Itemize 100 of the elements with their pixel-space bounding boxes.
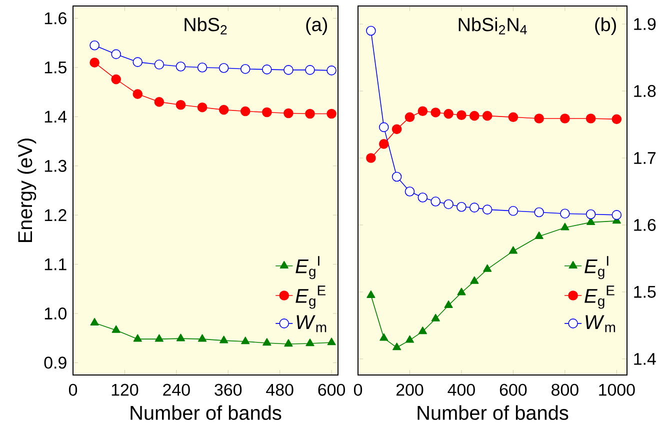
point (404, 112, 415, 122)
x-tick-label: 1000 (599, 384, 635, 396)
point (418, 326, 427, 334)
point (560, 222, 570, 230)
x-tick-label: 0 (354, 384, 362, 396)
y-tick-label: 0.9 (44, 356, 66, 369)
y2-tick-label: 1.7 (634, 152, 656, 164)
point (284, 65, 294, 75)
x-axis-title: Number of bands (130, 405, 282, 420)
point (470, 110, 480, 121)
point (90, 40, 100, 50)
annotation: (b) (595, 17, 616, 36)
x-axis-title: Number of bands (418, 405, 568, 420)
point (284, 339, 293, 347)
y2-tick-label: 1.8 (634, 85, 656, 98)
x-tick-label: 240 (163, 384, 190, 396)
point (431, 314, 440, 322)
point (133, 334, 142, 342)
point (366, 290, 376, 298)
point (262, 338, 272, 346)
point (197, 62, 208, 72)
point (392, 342, 402, 350)
point (392, 172, 402, 182)
point (405, 335, 414, 343)
point (240, 106, 250, 116)
legend-label: E$_{g}$I (296, 256, 320, 280)
x-tick-label: 400 (448, 384, 475, 396)
point (378, 122, 389, 132)
point (326, 66, 336, 76)
legend-label: W$_{m}$ (296, 315, 326, 332)
point (176, 100, 186, 110)
point (154, 334, 164, 342)
point (154, 97, 164, 107)
point (305, 65, 315, 75)
point (508, 246, 518, 254)
point (612, 114, 622, 124)
point (560, 208, 570, 218)
point (392, 124, 402, 134)
y-tick-label: 1.6 (44, 12, 66, 24)
point (418, 106, 428, 116)
point (534, 231, 544, 240)
legend-label: E$_{g}$E (584, 286, 614, 309)
y-tick-label: 1.3 (44, 160, 66, 172)
point (262, 107, 272, 118)
point (430, 196, 441, 206)
point (154, 60, 164, 70)
point (176, 334, 186, 342)
x-tick-label: 200 (396, 384, 424, 396)
point (470, 276, 479, 284)
point (306, 338, 314, 346)
x-tick-label: 0 (68, 384, 78, 396)
point (90, 318, 99, 326)
y-axis-title: Energy (eV) (18, 138, 36, 242)
y2-tick-label: 1.4 (634, 353, 656, 365)
point (262, 64, 272, 74)
point (444, 300, 453, 308)
point (534, 114, 544, 124)
x-tick-label: 480 (266, 384, 294, 396)
legend-label: E$_{g}$I (584, 256, 608, 280)
y2-tick-label: 1.9 (634, 18, 656, 30)
point (366, 26, 376, 36)
point (132, 89, 143, 99)
point (560, 114, 570, 124)
x-tick-label: 360 (214, 384, 242, 396)
point (198, 334, 207, 342)
point (456, 110, 466, 120)
point (366, 153, 376, 163)
x-tick-label: 120 (112, 384, 138, 396)
legend-label: W$_{m}$ (586, 315, 616, 332)
point (456, 202, 466, 212)
point (220, 336, 228, 344)
point (457, 288, 466, 296)
point (404, 186, 415, 196)
point (176, 62, 186, 72)
text: NbSi$_{2}$N$_{4}$ (458, 17, 527, 34)
point (240, 64, 250, 74)
point (586, 114, 596, 124)
point (444, 108, 454, 119)
point (218, 63, 229, 73)
point (508, 206, 518, 216)
point (482, 204, 492, 214)
annotation: (a) (306, 17, 328, 36)
point (612, 210, 622, 220)
point (483, 264, 492, 272)
point (444, 199, 454, 210)
legend-label: E$_{g}$E (296, 286, 326, 309)
y-tick-label: 1.5 (44, 62, 66, 74)
point (111, 49, 121, 60)
point (378, 139, 389, 149)
x-tick-label: 800 (552, 384, 578, 396)
y2-tick-label: 1.5 (634, 286, 656, 298)
point (418, 192, 428, 202)
point (111, 74, 121, 84)
point (132, 57, 143, 67)
y-tick-label: 1.0 (44, 307, 67, 320)
point (482, 110, 492, 121)
y2-tick-label: 1.6 (634, 218, 656, 231)
x-tick-label: 600 (318, 384, 346, 396)
y-tick-label: 1.1 (44, 258, 66, 270)
point (112, 325, 120, 333)
